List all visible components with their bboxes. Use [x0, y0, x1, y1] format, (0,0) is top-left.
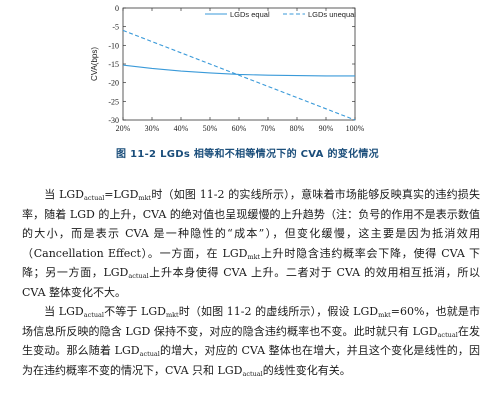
- y-tick-label: -25: [108, 97, 119, 106]
- text-run: =60%，也就是市场信息所反映的隐含 LGD 保持不变，对应的隐含违约概率也不变…: [22, 305, 480, 338]
- x-tick-label: 50%: [203, 124, 218, 133]
- subscript: actual: [437, 330, 458, 339]
- y-tick-label: -15: [108, 60, 119, 69]
- subscript: actual: [84, 194, 105, 202]
- paragraph-1: 当 LGDactual=LGDmkt时（如图 11-2 的实线所示），意味着市场…: [22, 185, 480, 302]
- text-run: 的线性变化有关。: [262, 363, 351, 377]
- x-tick-label: 70%: [261, 124, 276, 133]
- text-run: 的增大，对应的 CVA 整体也在增大，并且这个变化是线性的，因为在违约概率不变的…: [22, 344, 480, 377]
- y-tick-label: -10: [108, 41, 119, 50]
- y-tick-label: -20: [108, 79, 119, 88]
- subscript: mkt: [165, 311, 179, 319]
- figure-caption: 图 11-2 LGDs 相等和不相等情况下的 CVA 的变化情况: [115, 149, 379, 160]
- y-axis-label: CVA(bps): [90, 47, 99, 81]
- paragraph-2: 当 LGDactual不等于 LGDmkt时（如图 11-2 的虚线所示），假设…: [22, 302, 480, 380]
- subscript: actual: [242, 369, 263, 378]
- series-line-lgds-equal: [122, 64, 355, 77]
- text-run: 上升本身使得 CVA 上升。二者对于 CVA 的效用相互抵消，所以 CVA 整体…: [22, 266, 480, 299]
- text-run: 时（如图 11-2 的实线所示），意味着市场能够反映真实的违约损失率，随着 LG…: [22, 188, 480, 260]
- x-tick-label: 100%: [346, 124, 365, 133]
- x-tick-label: 40%: [174, 124, 189, 133]
- text-run: 不等于 LGD: [104, 305, 166, 318]
- text-run: 当 LGD: [44, 188, 84, 201]
- y-tick-label: 0: [115, 4, 119, 13]
- body-text: 当 LGDactual=LGDmkt时（如图 11-2 的实线所示），意味着市场…: [22, 185, 480, 380]
- subscript: mkt: [378, 311, 391, 319]
- plot-frame: [122, 7, 356, 121]
- text-run: 上升时隐含违约概率会下降，使得 CVA 下降；另一方面，LGD: [22, 246, 480, 280]
- subscript: mkt: [247, 252, 261, 261]
- series-line-lgds-unequal: [122, 29, 356, 121]
- subscript: mkt: [138, 194, 152, 202]
- text-run: 当 LGD: [44, 305, 84, 318]
- text-run: 在发生变动。那么随着 LGD: [22, 324, 481, 358]
- y-tick-label: -30: [108, 116, 119, 125]
- x-tick-label: 80%: [290, 124, 305, 133]
- y-tick-label: -5: [112, 23, 119, 32]
- legend-label: LGDs unequal: [308, 10, 356, 19]
- subscript: actual: [139, 350, 160, 358]
- x-tick-label: 20%: [116, 124, 131, 133]
- legend-label: LGDs equal: [230, 10, 270, 19]
- x-tick-label: 30%: [145, 124, 160, 133]
- x-tick-label: 90%: [319, 124, 334, 133]
- x-tick-label: 60%: [232, 124, 247, 133]
- text-run: =LGD: [104, 188, 139, 201]
- text-run: 时（如图 11-2 的虚线所示），假设 LGD: [178, 305, 379, 318]
- subscript: actual: [128, 272, 149, 280]
- subscript: actual: [83, 311, 105, 319]
